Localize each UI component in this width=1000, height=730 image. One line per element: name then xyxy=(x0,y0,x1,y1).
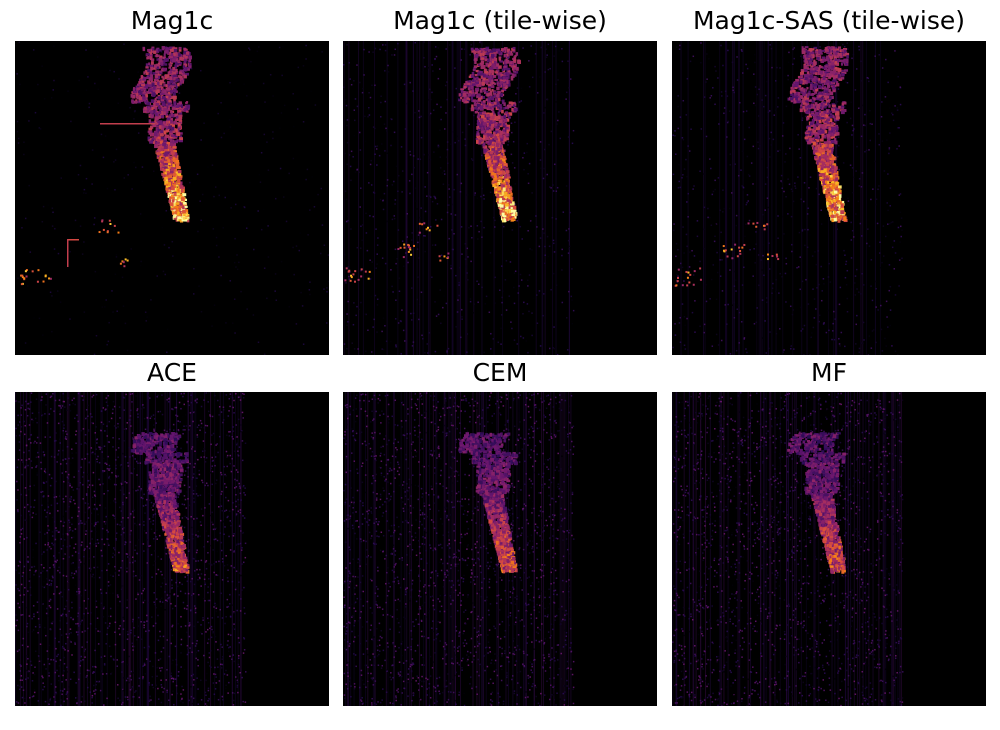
heatmap-mag1c xyxy=(15,41,329,355)
panel-title-cem: CEM xyxy=(472,358,528,387)
image-panel-mf xyxy=(672,392,986,706)
heatmap-mag1c-sas-tilewise xyxy=(672,41,903,355)
panel-title-mag1c-sas-tilewise: Mag1c-SAS (tile-wise) xyxy=(692,6,966,35)
heatmap-mf xyxy=(672,392,904,706)
panel-title-mag1c-tilewise: Mag1c (tile-wise) xyxy=(393,6,607,35)
heatmap-cem xyxy=(343,392,575,706)
heatmap-mag1c-tilewise xyxy=(343,41,575,355)
panel-title-mf: MF xyxy=(811,358,847,387)
image-panel-cem xyxy=(343,392,657,706)
image-panel-mag1c-tilewise xyxy=(343,41,657,355)
panel-title-ace: ACE xyxy=(147,358,197,387)
heatmap-ace xyxy=(15,392,247,706)
image-panel-mag1c-sas-tilewise xyxy=(672,41,986,355)
image-panel-mag1c xyxy=(15,41,329,355)
image-panel-ace xyxy=(15,392,329,706)
panel-title-mag1c: Mag1c xyxy=(130,6,214,35)
